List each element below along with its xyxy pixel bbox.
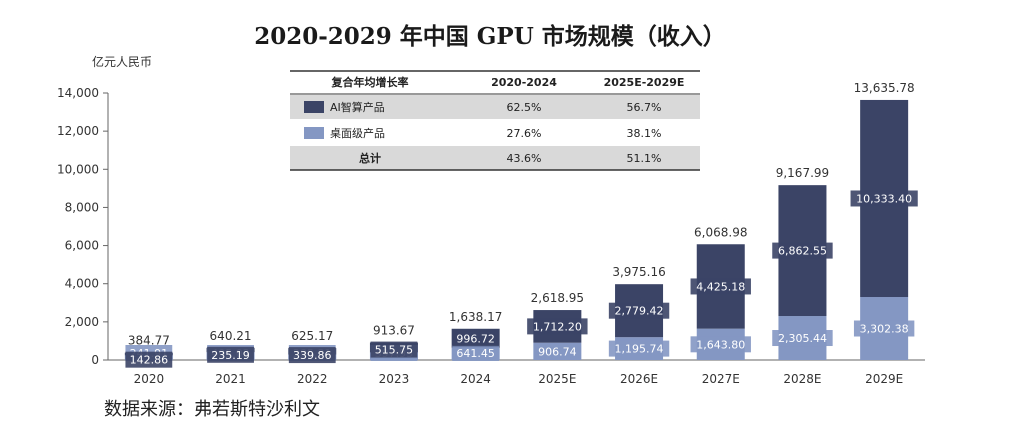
ai-value-label: 10,333.40 — [856, 192, 912, 205]
data-label-bg — [772, 330, 833, 347]
data-label-bg — [527, 318, 588, 335]
ai-value-label: 6,862.55 — [778, 245, 827, 258]
cagr-2020-2024: 27.6% — [507, 127, 542, 140]
data-label-bg — [370, 341, 418, 358]
ai-value-label: 515.75 — [375, 344, 414, 357]
total-value-label: 384.77 — [128, 334, 170, 348]
data-label-bg — [452, 330, 500, 347]
ai-value-label: 235.19 — [211, 349, 250, 362]
y-tick-label: 14,000 — [57, 86, 99, 100]
y-tick-label: 12,000 — [57, 124, 99, 138]
desktop-value-label: 641.45 — [456, 347, 495, 360]
cagr-2020-2024: 62.5% — [507, 101, 542, 114]
cagr-2025-2029: 56.7% — [627, 101, 662, 114]
cagr-2020-2024: 43.6% — [507, 152, 542, 165]
y-tick-label: 0 — [91, 353, 99, 367]
total-value-label: 6,068.98 — [694, 225, 747, 239]
legend-total-name: 总计 — [359, 151, 381, 165]
cagr-legend-table: 复合年均增长率 2020-2024 2025E-2029E AI智算产品 62.5% 56… — [290, 70, 700, 171]
ai-value-label: 4,425.18 — [696, 280, 745, 293]
y-tick-label: 2,000 — [65, 315, 99, 329]
x-tick-label: 2024 — [460, 372, 491, 386]
table-header: 2025E-2029E — [604, 76, 685, 89]
data-label-bg — [288, 347, 336, 364]
x-tick-label: 2022 — [297, 372, 328, 386]
y-tick-label: 10,000 — [57, 162, 99, 176]
desktop-value-label: 906.74 — [538, 345, 577, 358]
x-tick-label: 2021 — [215, 372, 246, 386]
legend-series-name: AI智算产品 — [330, 100, 385, 114]
table-header: 复合年均增长率 — [331, 75, 409, 89]
ai-value-label: 996.72 — [456, 332, 495, 345]
total-value-label: 1,638.17 — [449, 310, 502, 324]
x-tick-label: 2026E — [620, 372, 658, 386]
data-label-bg — [125, 351, 173, 368]
table-row-bg — [290, 95, 700, 119]
y-axis-unit-label: 亿元人民币 — [92, 54, 152, 69]
cagr-2025-2029: 38.1% — [627, 127, 662, 140]
table-header: 2020-2024 — [491, 76, 557, 89]
y-tick-label: 8,000 — [65, 200, 99, 214]
chart-bars: 241.91142.86384.772020405.02235.19640.21… — [124, 81, 918, 386]
data-label-bg — [853, 320, 915, 337]
table-row-bg — [290, 146, 700, 170]
x-tick-label: 2028E — [783, 372, 821, 386]
x-tick-label: 2029E — [865, 372, 903, 386]
ai-value-label: 1,712.20 — [533, 320, 582, 333]
total-value-label: 913.67 — [373, 324, 415, 338]
desktop-value-label: 2,305.44 — [778, 332, 827, 345]
x-tick-label: 2027E — [702, 372, 740, 386]
data-label-bg — [772, 242, 833, 259]
x-tick-label: 2023 — [379, 372, 410, 386]
data-label-bg — [608, 302, 670, 319]
legend-swatch — [304, 101, 324, 113]
desktop-value-label: 3,302.38 — [860, 323, 909, 336]
total-value-label: 3,975.16 — [612, 265, 665, 279]
total-value-label: 625.17 — [291, 329, 333, 343]
data-label-bg — [690, 278, 751, 295]
desktop-value-label: 1,643.80 — [696, 338, 745, 351]
data-source-note: 数据来源：弗若斯特沙利文 — [104, 399, 320, 420]
ai-value-label: 142.86 — [130, 354, 169, 367]
data-label-bg — [452, 345, 500, 361]
data-label-bg — [850, 190, 918, 207]
ai-value-label: 339.86 — [293, 349, 332, 362]
legend-swatch — [304, 127, 324, 139]
x-tick-label: 2025E — [538, 372, 576, 386]
x-tick-label: 2020 — [134, 372, 165, 386]
total-value-label: 2,618.95 — [531, 291, 584, 305]
data-label-bg — [608, 340, 670, 357]
data-label-bg — [207, 346, 254, 363]
ai-value-label: 2,779.42 — [615, 305, 664, 318]
y-tick-label: 6,000 — [65, 239, 99, 253]
cagr-2025-2029: 51.1% — [627, 152, 662, 165]
total-value-label: 9,167.99 — [776, 166, 829, 180]
y-tick-label: 4,000 — [65, 277, 99, 291]
total-value-label: 13,635.78 — [854, 81, 915, 95]
data-label-bg — [533, 343, 581, 360]
total-value-label: 640.21 — [210, 329, 252, 343]
data-label-bg — [690, 336, 751, 353]
legend-series-name: 桌面级产品 — [330, 126, 385, 140]
chart-title: 2020-2029 年中国 GPU 市场规模（收入） — [254, 23, 726, 50]
desktop-value-label: 1,195.74 — [615, 343, 664, 356]
